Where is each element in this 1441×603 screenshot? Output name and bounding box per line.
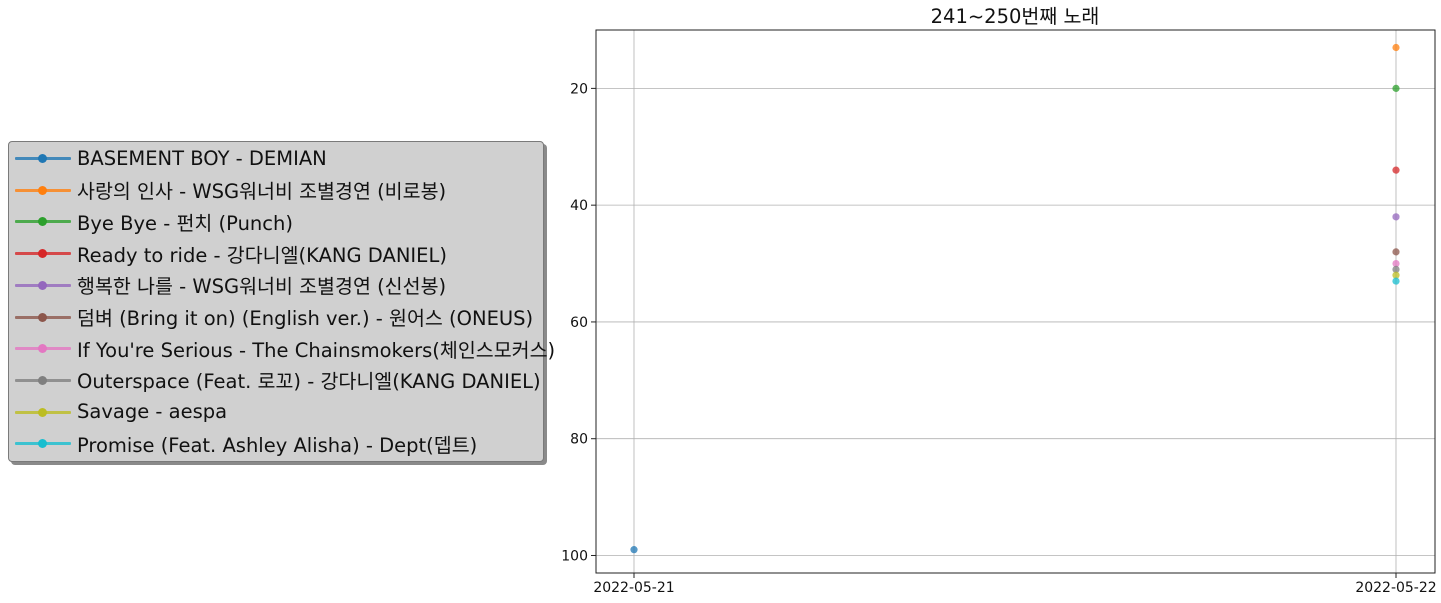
legend-label: Ready to ride - 강다니엘(KANG DANIEL) [77,243,447,267]
y-tick-label: 100 [561,548,588,564]
legend-item: 덤벼 (Bring it on) (English ver.) - 원어스 (O… [9,302,533,332]
plot-area-frame [595,29,1436,574]
data-point [1392,271,1400,279]
data-point [1392,277,1400,285]
legend-label: Promise (Feat. Ashley Alisha) - Dept(뎁트) [77,433,478,457]
legend-swatch [15,238,71,268]
legend-swatch [15,397,71,427]
y-tick-label: 20 [570,81,588,97]
legend-swatch [15,428,71,458]
legend-label: If You're Serious - The Chainsmokers(체인스… [77,338,556,362]
legend-swatch [15,143,71,173]
data-point [1392,84,1400,92]
legend-label: BASEMENT BOY - DEMIAN [77,146,327,170]
chart-title: 241~250번째 노래 [931,5,1100,28]
grid-lines [596,30,1435,573]
axis-ticks: 20 40 60 80 100 2022-05-21 2022-05-22 [561,81,1436,596]
data-point [630,546,638,554]
legend-swatch [15,206,71,236]
legend-swatch [15,365,71,395]
y-tick-label: 60 [570,315,588,331]
y-tick-label: 40 [570,198,588,214]
legend: BASEMENT BOY - DEMIAN 사랑의 인사 - WSG워너비 조별경… [8,141,555,462]
y-tick-label: 80 [570,432,588,448]
legend-label: Bye Bye - 펀치 (Punch) [77,211,293,235]
legend-item: 사랑의 인사 - WSG워너비 조별경연 (비로봉) [9,175,446,205]
data-point [1392,213,1400,221]
data-points [630,43,1400,554]
legend-swatch [15,270,71,300]
legend-swatch [15,302,71,332]
legend-item: Outerspace (Feat. 로꼬) - 강다니엘(KANG DANIEL… [9,365,541,395]
data-point [1392,259,1400,268]
legend-label: Savage - aespa [77,400,228,424]
data-point [1392,265,1400,273]
data-point [1392,166,1400,174]
legend-swatch [15,333,71,363]
legend-label: 행복한 나를 - WSG워너비 조별경연 (신선봉) [77,275,447,299]
legend-item: Ready to ride - 강다니엘(KANG DANIEL) [9,238,447,268]
data-point [1392,248,1400,256]
data-point [1392,43,1400,52]
x-tick-label: 2022-05-21 [593,580,674,596]
legend-item: Bye Bye - 펀치 (Punch) [9,206,293,236]
legend-item: 행복한 나를 - WSG워너비 조별경연 (신선봉) [9,270,446,300]
legend-label: 사랑의 인사 - WSG워너비 조별경연 (비로봉) [77,180,447,204]
legend-item: Savage - aespa [9,397,227,427]
legend-label: Outerspace (Feat. 로꼬) - 강다니엘(KANG DANIEL… [77,370,541,394]
legend-item: If You're Serious - The Chainsmokers(체인스… [9,333,555,363]
x-tick-label: 2022-05-22 [1355,580,1436,596]
legend-item: BASEMENT BOY - DEMIAN [9,143,327,173]
legend-item: Promise (Feat. Ashley Alisha) - Dept(뎁트) [9,428,477,458]
legend-label: 덤벼 (Bring it on) (English ver.) - 원어스 (O… [77,307,534,330]
legend-swatch [15,175,71,205]
